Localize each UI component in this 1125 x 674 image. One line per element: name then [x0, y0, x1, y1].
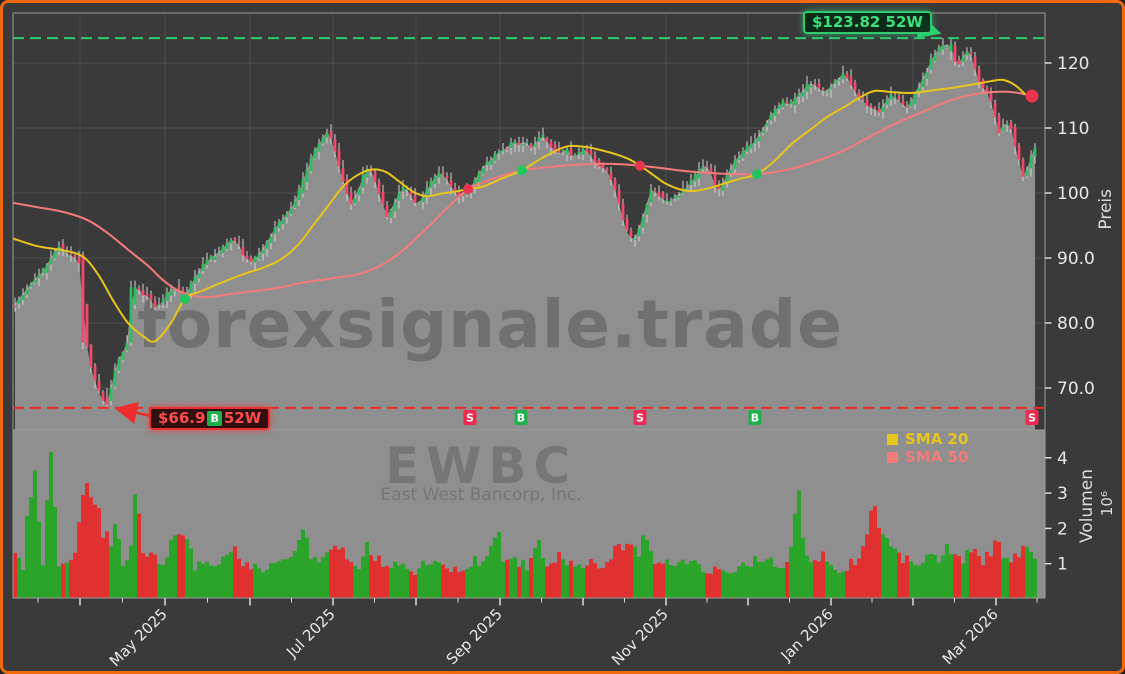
volume-bars [13, 451, 1037, 598]
svg-text:S: S [1028, 412, 1036, 425]
sma50-line [12, 90, 1033, 299]
sell-cross-dot [463, 184, 473, 195]
company-watermark: East West Bancorp, Inc. [380, 485, 581, 505]
svg-text:S: S [636, 412, 644, 425]
svg-text:70.0: 70.0 [1057, 379, 1095, 399]
axis-ticks: 120 110 100 90.0 80.0 70.0 4 3 2 1 [37, 54, 1095, 606]
svg-text:3: 3 [1057, 484, 1068, 504]
buy-signal-badge [748, 410, 762, 425]
sell-signal-badge [633, 410, 647, 425]
price-area-fill [15, 44, 1035, 430]
x-axis-labels: May 2025 Jul 2025 Sep 2025 Nov 2025 Jan 2026… [106, 605, 1002, 670]
sell-cross-dot [1025, 89, 1039, 103]
crossover-dots [180, 89, 1039, 304]
svg-text:90.0: 90.0 [1057, 249, 1095, 269]
x-tick-label: Mar 2026 [939, 605, 1002, 668]
svg-text:B: B [751, 412, 759, 425]
svg-text:80.0: 80.0 [1057, 314, 1095, 334]
svg-text:1: 1 [1057, 555, 1068, 575]
buy-cross-dot [517, 165, 527, 176]
x-tick-label: Jan 2026 [777, 605, 837, 665]
svg-text:100: 100 [1057, 184, 1089, 204]
buy-cross-dot [752, 169, 762, 180]
symbol-watermark: EWBC [385, 437, 577, 495]
x-tick-label: Sep 2025 [443, 605, 506, 668]
sell-cross-dot [635, 160, 645, 171]
x-tick-label: May 2025 [106, 605, 171, 670]
candles [13, 38, 1037, 408]
svg-text:S: S [466, 412, 474, 425]
svg-text:B: B [517, 412, 525, 425]
low-52w-arrow [114, 401, 152, 424]
sma20-line [12, 78, 1026, 343]
buy-cross-dot [180, 293, 190, 304]
high-52w-arrow [909, 16, 942, 38]
svg-text:120: 120 [1057, 54, 1089, 74]
svg-text:2: 2 [1057, 519, 1068, 539]
svg-text:4: 4 [1057, 449, 1068, 469]
x-tick-label: Nov 2025 [608, 605, 672, 669]
buy-signal-badge [514, 410, 528, 425]
site-watermark: forexsignale.trade [137, 286, 843, 363]
sell-signal-badge [463, 410, 477, 425]
panel-spines [12, 12, 1046, 599]
svg-text:110: 110 [1057, 119, 1089, 139]
x-tick-label: Jul 2025 [282, 605, 339, 662]
sell-signal-badge [1025, 410, 1039, 425]
